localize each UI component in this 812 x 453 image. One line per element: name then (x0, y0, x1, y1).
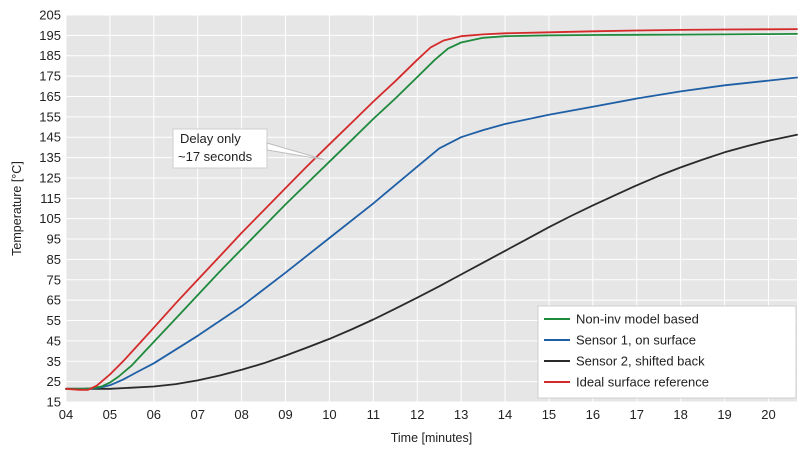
y-tick-label: 85 (47, 252, 61, 267)
y-tick-label: 15 (47, 395, 61, 410)
x-tick-label: 15 (542, 407, 556, 422)
y-tick-label: 35 (47, 354, 61, 369)
y-tick-label: 195 (39, 28, 61, 43)
x-tick-label: 05 (103, 407, 117, 422)
series-line-2 (65, 133, 798, 390)
x-tick-label: 10 (322, 407, 336, 422)
x-tick-label: 08 (234, 407, 248, 422)
y-tick-label: 185 (39, 48, 61, 63)
legend-box (537, 305, 797, 399)
y-tick-label: 115 (40, 191, 61, 206)
x-tick-label: 06 (147, 407, 161, 422)
x-axis-ticks: 04 05 06 07 08 09 10 11 12 13 14 15 16 17 18 19 20 (59, 407, 776, 422)
delay-annotation: Delay only ~17 seconds (172, 128, 325, 169)
legend-label: Non-inv model based (576, 312, 699, 327)
y-tick-label: 75 (47, 272, 61, 287)
x-tick-label: 16 (586, 407, 600, 422)
y-tick-label: 135 (39, 150, 61, 165)
x-tick-label: 07 (190, 407, 204, 422)
y-tick-label: 155 (39, 109, 61, 124)
x-tick-label: 12 (410, 407, 424, 422)
y-tick-label: 95 (47, 232, 61, 247)
x-tick-label: 20 (761, 407, 775, 422)
x-tick-label: 04 (59, 407, 73, 422)
x-tick-label: 18 (673, 407, 687, 422)
y-axis-label: Temperature [°C] (10, 161, 24, 256)
y-tick-label: 205 (39, 8, 61, 23)
annotation-box (172, 128, 268, 169)
y-axis-ticks: 15 25 35 45 55 65 75 85 95 105 115 125 135 145 155 165 1… (39, 8, 61, 410)
y-tick-label: 55 (47, 313, 61, 328)
x-tick-label: 19 (717, 407, 731, 422)
annotation-line-1: Delay only (180, 131, 241, 146)
y-tick-label: 105 (39, 211, 61, 226)
y-tick-label: 25 (47, 374, 61, 389)
x-tick-label: 13 (454, 407, 468, 422)
legend-label: Sensor 2, shifted back (576, 354, 705, 369)
x-tick-label: 11 (367, 407, 381, 422)
legend: Non-inv model based Sensor 1, on surface S… (537, 305, 797, 399)
series-line-1 (65, 76, 798, 390)
x-tick-label: 09 (278, 407, 292, 422)
series-lines (65, 28, 798, 391)
x-axis-label: Time [minutes] (391, 431, 473, 445)
y-tick-label: 145 (39, 130, 61, 145)
legend-label: Ideal surface reference (576, 375, 709, 390)
y-tick-label: 175 (39, 69, 61, 84)
y-tick-label: 165 (39, 89, 61, 104)
annotation-line-2: ~17 seconds (178, 149, 253, 164)
y-tick-label: 45 (47, 333, 61, 348)
legend-label: Sensor 1, on surface (576, 333, 696, 348)
series-line-0 (65, 33, 798, 390)
x-tick-label: 17 (630, 407, 644, 422)
y-tick-label: 125 (39, 170, 61, 185)
series-line-3 (65, 28, 798, 391)
y-tick-label: 65 (47, 293, 61, 308)
x-tick-label: 14 (498, 407, 512, 422)
annotation-pointer (266, 142, 325, 161)
